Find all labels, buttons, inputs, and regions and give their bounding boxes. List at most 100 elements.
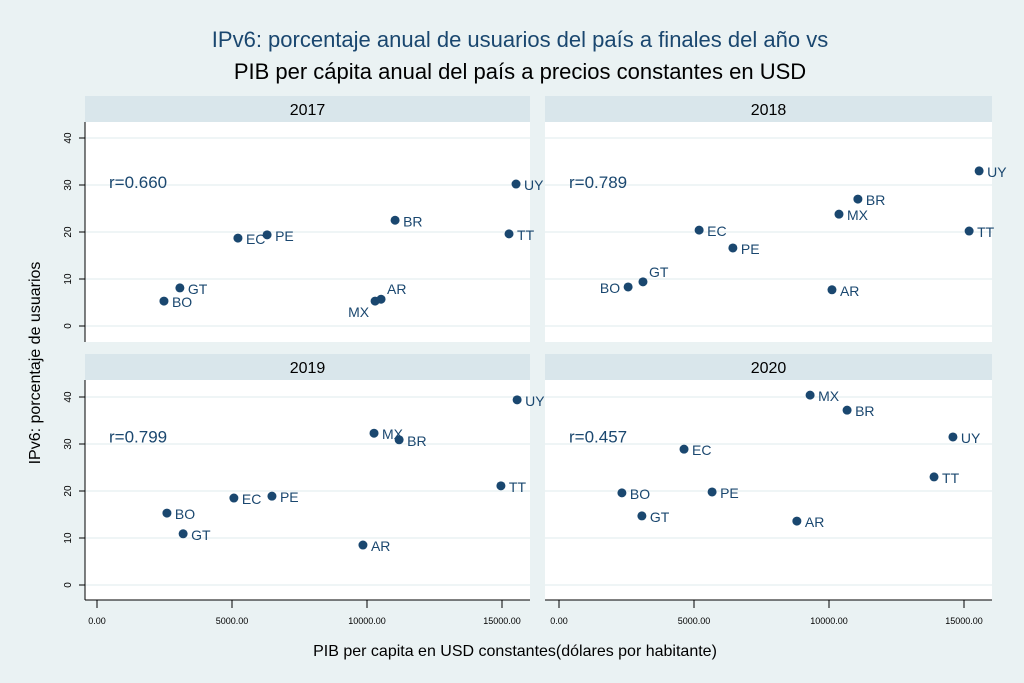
data-point-PE [262, 230, 272, 240]
data-label-TT: TT [517, 227, 535, 243]
data-label-UY: UY [961, 430, 981, 446]
data-point-GT [637, 511, 647, 521]
data-label-BR: BR [866, 192, 885, 208]
data-point-AR [827, 285, 837, 295]
x-tick-label: 0.00 [88, 616, 106, 626]
x-tick-label: 10000.00 [810, 616, 848, 626]
x-axis-label: PIB per capita en USD constantes(dólares… [313, 643, 717, 660]
data-point-EC [679, 444, 689, 454]
x-tick-label: 10000.00 [348, 616, 386, 626]
data-label-PE: PE [720, 485, 739, 501]
panel-2020: 2020 0.00 5000.00 10000.00 15000.00 r=0.457 BO… [545, 354, 992, 626]
data-label-EC: EC [242, 491, 261, 507]
data-label-BO: BO [175, 506, 195, 522]
data-label-TT: TT [942, 470, 960, 486]
data-point-MX [369, 428, 379, 438]
panel-title: 2019 [290, 360, 326, 377]
data-point-BR [842, 405, 852, 415]
data-label-PE: PE [741, 241, 760, 257]
data-point-AR [792, 516, 802, 526]
plot-area [85, 380, 530, 600]
x-tick-label: 5000.00 [216, 616, 249, 626]
data-label-GT: GT [649, 264, 669, 280]
data-point-TT [504, 229, 514, 239]
data-label-BR: BR [407, 433, 426, 449]
y-tick-label: 10 [63, 532, 74, 544]
data-label-BO: BO [172, 294, 192, 310]
data-label-BR: BR [403, 213, 422, 229]
y-tick-label: 40 [63, 132, 74, 144]
data-point-EC [229, 493, 239, 503]
panel-title: 2020 [751, 360, 787, 377]
data-label-UY: UY [525, 393, 545, 409]
data-point-TT [929, 472, 939, 482]
panel-header [85, 354, 530, 380]
data-label-AR: AR [387, 281, 406, 297]
data-point-BO [617, 488, 627, 498]
data-label-EC: EC [692, 442, 711, 458]
data-point-GT [638, 277, 648, 287]
panel-header [85, 96, 530, 122]
panel-header [545, 96, 992, 122]
data-point-BO [159, 296, 169, 306]
correlation-label: r=0.660 [109, 173, 167, 192]
data-label-EC: EC [246, 231, 265, 247]
x-tick-label: 5000.00 [678, 616, 711, 626]
data-point-GT [175, 283, 185, 293]
data-label-BR: BR [855, 403, 874, 419]
correlation-label: r=0.789 [569, 173, 627, 192]
data-label-GT: GT [191, 527, 211, 543]
data-label-EC: EC [707, 223, 726, 239]
panel-title: 2018 [751, 102, 787, 119]
chart-title-line2: PIB per cápita anual del país a precios … [234, 59, 806, 84]
data-point-MX [805, 390, 815, 400]
data-label-PE: PE [275, 228, 294, 244]
y-tick-label: 30 [63, 438, 74, 450]
data-point-EC [694, 225, 704, 235]
data-label-AR: AR [371, 538, 390, 554]
data-point-BO [162, 508, 172, 518]
y-tick-label: 0 [63, 323, 74, 329]
x-tick-label: 0.00 [550, 616, 568, 626]
y-tick-label: 20 [63, 226, 74, 238]
data-label-UY: UY [987, 164, 1007, 180]
y-tick-label: 20 [63, 485, 74, 497]
data-point-UY [948, 432, 958, 442]
data-label-AR: AR [805, 514, 824, 530]
x-tick-label: 15000.00 [945, 616, 983, 626]
correlation-label: r=0.799 [109, 427, 167, 446]
x-tick-label: 15000.00 [483, 616, 521, 626]
data-label-GT: GT [650, 509, 670, 525]
data-point-AR [358, 540, 368, 550]
data-point-GT [178, 529, 188, 539]
data-point-PE [728, 243, 738, 253]
panel-2019: 2019 0 10 20 30 40 0.00 5000.00 10000.00 15000.00… [63, 354, 545, 626]
data-point-UY [511, 179, 521, 189]
data-label-BO: BO [600, 280, 620, 296]
panel-title: 2017 [290, 102, 326, 119]
data-point-UY [974, 166, 984, 176]
data-point-BR [394, 435, 404, 445]
y-tick-label: 10 [63, 273, 74, 285]
data-point-BR [390, 215, 400, 225]
data-label-MX: MX [818, 388, 840, 404]
data-label-AR: AR [840, 283, 859, 299]
y-tick-label: 40 [63, 391, 74, 403]
data-point-MX [834, 209, 844, 219]
data-label-BO: BO [630, 486, 650, 502]
plot-area [545, 380, 992, 600]
data-point-TT [496, 481, 506, 491]
data-point-TT [964, 226, 974, 236]
data-label-GT: GT [188, 281, 208, 297]
data-label-TT: TT [977, 224, 995, 240]
data-label-MX: MX [348, 304, 370, 320]
data-label-MX: MX [847, 207, 869, 223]
data-point-UY [512, 395, 522, 405]
data-point-BO [623, 282, 633, 292]
correlation-label: r=0.457 [569, 427, 627, 446]
data-label-UY: UY [524, 177, 544, 193]
y-tick-label: 0 [63, 582, 74, 588]
data-point-PE [267, 491, 277, 501]
